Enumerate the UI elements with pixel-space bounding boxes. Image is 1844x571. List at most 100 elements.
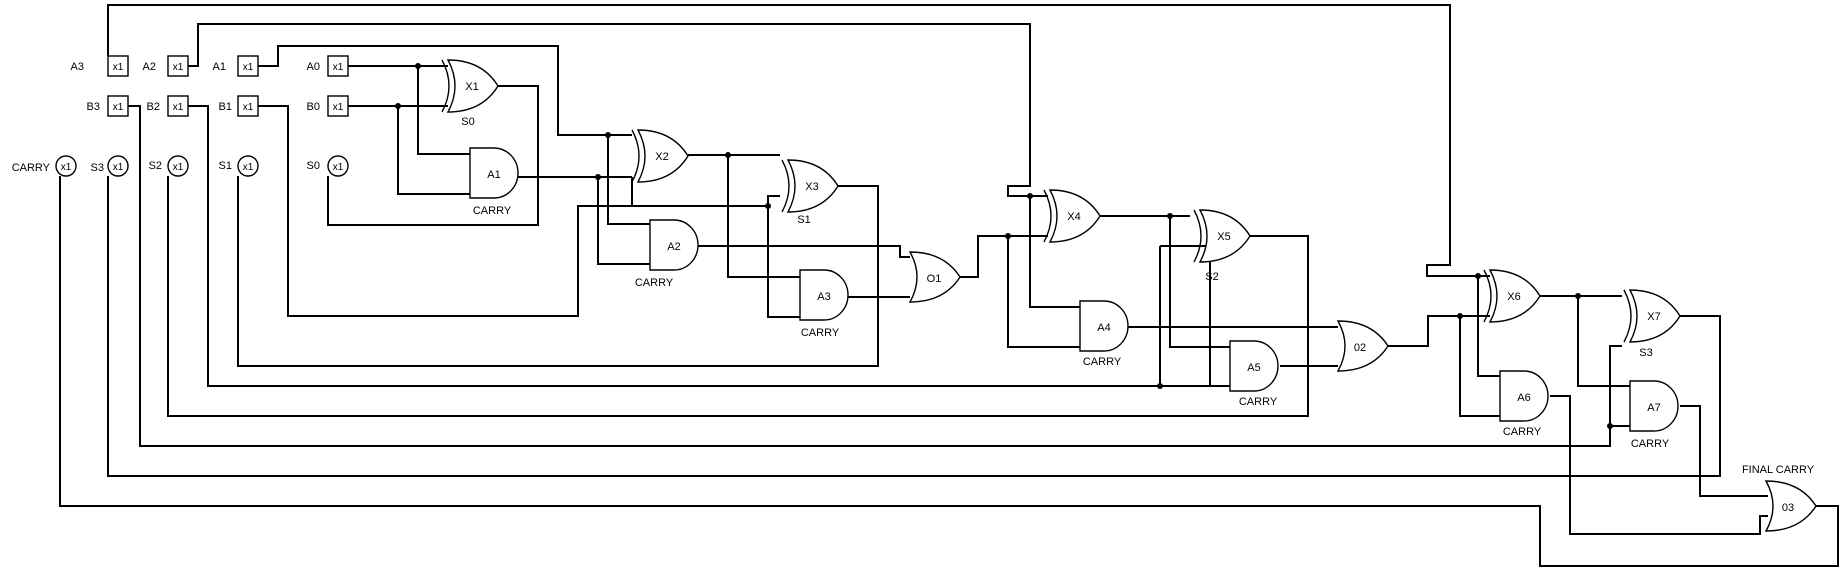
output-probe-s2[interactable]: S2 x1 [149, 155, 189, 177]
node [415, 63, 421, 69]
input-switch-a2[interactable]: A2 x1 [143, 55, 189, 77]
wire-c0-a3 [767, 206, 800, 318]
xor-gate-x4[interactable]: X4 [1043, 189, 1101, 243]
wire-s0 [327, 85, 539, 226]
gate-label-x2: X2 [655, 151, 668, 163]
gate-label-a3: A3 [817, 291, 830, 303]
input-label-b0: B0 [307, 101, 320, 113]
wire-b3 [128, 105, 1622, 447]
svg-text:x1: x1 [243, 102, 254, 113]
output-probe-carry[interactable]: CARRY x1 [12, 155, 77, 177]
xor-gate-x3[interactable]: X3 S1 [781, 159, 839, 226]
input-label-b2: B2 [147, 101, 160, 113]
wire-a2-out [698, 245, 910, 258]
input-switch-b2[interactable]: B2 x1 [147, 95, 189, 117]
and-gate-a1[interactable]: A1 CARRY [469, 147, 519, 217]
gate-label-o1: O1 [927, 273, 942, 285]
node [395, 103, 401, 109]
gate-sub-o3: FINAL CARRY [1742, 464, 1815, 476]
node [605, 132, 611, 138]
wire-a3-a6 [1477, 276, 1500, 377]
input-label-b1: B1 [219, 101, 232, 113]
node [1607, 423, 1613, 429]
output-label-s1: S1 [219, 160, 232, 172]
and-gate-a7[interactable]: A7 CARRY [1629, 380, 1679, 450]
gate-label-o3: 03 [1782, 502, 1794, 514]
gate-sub-a5: CARRY [1239, 396, 1278, 408]
wire-c1-a4 [1007, 236, 1080, 348]
gate-label-x5: X5 [1217, 231, 1230, 243]
input-switch-a0[interactable]: A0 x1 [307, 55, 349, 77]
wire-s1 [237, 176, 879, 367]
wire-c0-and [597, 177, 650, 265]
wire-s2 [167, 176, 1309, 417]
gate-label-a1: A1 [487, 169, 500, 181]
wire-a1-and [607, 135, 650, 225]
gate-label-a6: A6 [1517, 392, 1530, 404]
wire-c2 [1388, 315, 1490, 347]
gate-sub-a4: CARRY [1083, 356, 1122, 368]
wire-b0-and [397, 106, 470, 195]
xor-gate-x6[interactable]: X6 [1483, 269, 1541, 323]
svg-text:x1: x1 [333, 102, 344, 113]
input-switch-b3[interactable]: B3 x1 [87, 95, 129, 117]
or-gate-o3[interactable]: 03 FINAL CARRY [1742, 464, 1817, 532]
wire-a0-and [417, 66, 470, 155]
svg-text:x1: x1 [243, 162, 254, 173]
input-label-a3: A3 [71, 61, 84, 73]
svg-text:x1: x1 [113, 102, 124, 113]
output-probe-s3[interactable]: S3 x1 [91, 155, 129, 177]
input-switch-a3[interactable]: A3 x1 [71, 55, 129, 77]
xor-gate-x5[interactable]: X5 S2 [1193, 209, 1251, 283]
output-probe-s0[interactable]: S0 x1 [307, 155, 349, 177]
input-switch-a1[interactable]: A1 x1 [213, 55, 259, 77]
svg-text:x1: x1 [333, 162, 344, 173]
gate-sub-x1: S0 [461, 116, 474, 128]
and-gate-a6[interactable]: A6 CARRY [1499, 370, 1549, 438]
node [1575, 293, 1581, 299]
svg-text:x1: x1 [333, 62, 344, 73]
output-label-s0: S0 [307, 160, 320, 172]
wire-c1 [960, 235, 1048, 278]
node [765, 203, 771, 209]
or-gate-o2[interactable]: 02 [1336, 320, 1389, 372]
input-label-b3: B3 [87, 101, 100, 113]
xor-gate-x7[interactable]: X7 S3 [1623, 289, 1681, 359]
gate-label-x3: X3 [805, 181, 818, 193]
node [1157, 383, 1163, 389]
node [1167, 213, 1173, 219]
wire-c0-x3 [598, 195, 780, 207]
node [595, 174, 601, 180]
and-gate-a2[interactable]: A2 CARRY [635, 219, 699, 289]
gate-label-x7: X7 [1647, 311, 1660, 323]
wire-x4-and [1169, 216, 1230, 348]
and-gate-a4[interactable]: A4 CARRY [1079, 300, 1129, 368]
input-label-a1: A1 [213, 61, 226, 73]
node [725, 152, 731, 158]
gate-label-a7: A7 [1647, 402, 1660, 414]
input-label-a0: A0 [307, 61, 320, 73]
and-gate-a3[interactable]: A3 CARRY [799, 269, 849, 339]
wire-final-carry [59, 176, 1839, 567]
output-label-carry: CARRY [12, 162, 51, 174]
output-label-s3: S3 [91, 162, 104, 174]
gate-label-o2: 02 [1354, 342, 1366, 354]
or-gate-o1[interactable]: O1 [908, 251, 961, 303]
gate-sub-a3: CARRY [801, 327, 840, 339]
input-switch-b1[interactable]: B1 x1 [219, 95, 259, 117]
wire-a6-out [1550, 395, 1768, 535]
xor-gate-x1[interactable]: X1 S0 [441, 59, 499, 128]
gate-sub-x5: S2 [1205, 271, 1218, 283]
gate-sub-a1: CARRY [473, 205, 512, 217]
svg-text:x1: x1 [243, 62, 254, 73]
wire-a2 [180, 23, 1048, 197]
output-label-s2: S2 [149, 160, 162, 172]
and-gate-a5[interactable]: A5 CARRY [1229, 340, 1279, 408]
node [1475, 273, 1481, 279]
svg-text:x1: x1 [113, 62, 124, 73]
svg-text:x1: x1 [173, 102, 184, 113]
xor-gate-x2[interactable]: X2 [631, 129, 689, 183]
output-probe-s1[interactable]: S1 x1 [219, 155, 259, 177]
input-switch-b0[interactable]: B0 x1 [307, 95, 349, 117]
wire-s3 [107, 176, 1721, 477]
